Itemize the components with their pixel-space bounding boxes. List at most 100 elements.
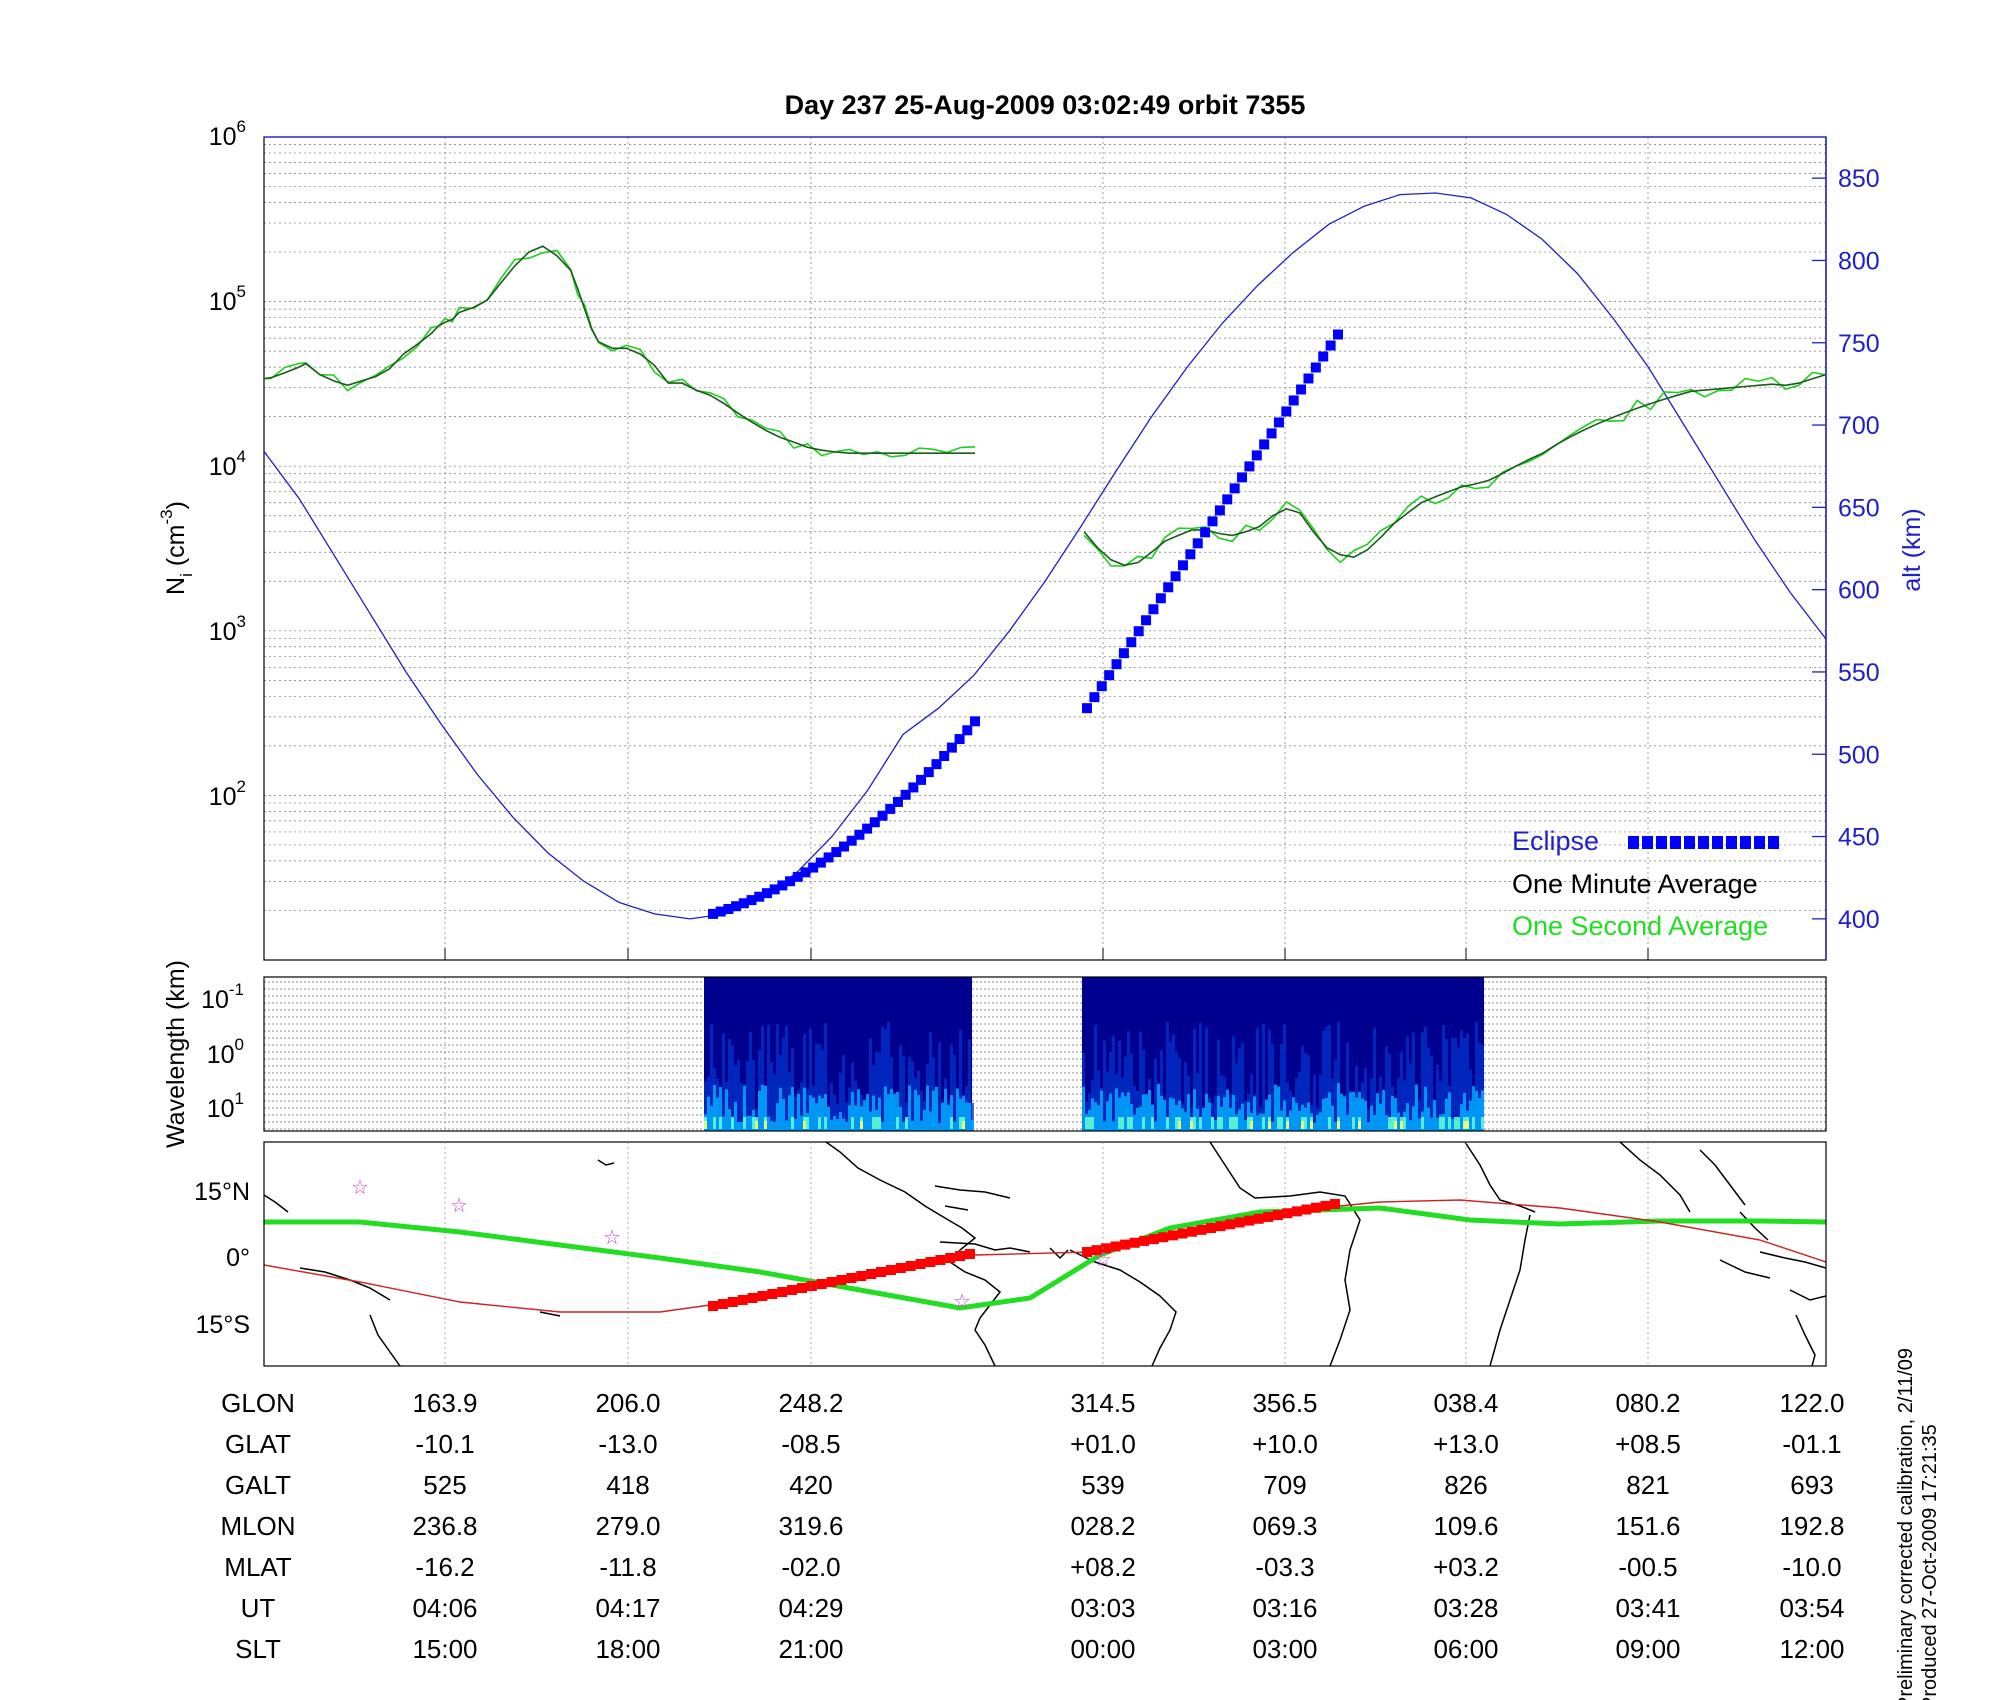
table-cell: -10.0 <box>1782 1552 1841 1582</box>
map-eclipse-marker <box>866 1269 877 1279</box>
spectrogram-column <box>1124 1096 1127 1131</box>
spectrogram-column <box>905 1102 908 1131</box>
second-average-line-2 <box>1083 371 1826 567</box>
map-eclipse-marker <box>925 1257 936 1267</box>
spectrogram-column <box>1352 1092 1355 1131</box>
map-frame <box>263 1141 1827 1367</box>
legend-minute-label: One Minute Average <box>1512 869 1758 899</box>
eclipse-marker <box>792 871 803 882</box>
spectrogram-column <box>1103 1121 1106 1131</box>
spectrogram-column <box>1154 1121 1157 1131</box>
spectrogram-column <box>707 1096 710 1131</box>
table-cell: 693 <box>1790 1470 1833 1500</box>
eclipse-marker <box>1251 450 1262 461</box>
spectrogram-column <box>902 1056 905 1131</box>
map-eclipse-marker <box>1091 1245 1102 1256</box>
top-panel-grid <box>264 137 1826 960</box>
map-star-markers: ☆ ☆ ☆ ☆ ☆ <box>351 1177 1112 1313</box>
spectrogram-column <box>749 1031 752 1131</box>
spectrogram-column <box>1451 1037 1454 1131</box>
table-cell: -08.5 <box>781 1429 840 1459</box>
map-eclipse-marker <box>1196 1224 1207 1235</box>
right-tick-label: 750 <box>1838 330 1880 358</box>
spectrogram-column <box>1313 1074 1316 1131</box>
spectrogram-column <box>1271 1121 1274 1131</box>
spectrogram-column <box>839 1112 842 1131</box>
map-eclipse-marker <box>737 1295 748 1305</box>
eclipse-marker <box>954 734 965 745</box>
spectrogram-column <box>1304 1052 1307 1131</box>
table-cell: 03:41 <box>1615 1593 1680 1623</box>
spectrogram-column <box>1442 1024 1445 1131</box>
spectrogram-column <box>1193 1089 1196 1131</box>
spectrogram-column <box>1214 1120 1217 1131</box>
eclipse-marker <box>869 817 880 828</box>
svg-text:105: 105 <box>209 282 246 316</box>
spectrogram-column <box>1142 1094 1145 1131</box>
spectrogram-column <box>1349 1092 1352 1131</box>
map-eclipse-marker <box>727 1297 738 1307</box>
spectrogram-column <box>929 1031 932 1131</box>
spectrogram-column <box>866 1094 869 1131</box>
spectrogram-column <box>1160 1049 1163 1131</box>
map-eclipse-marker <box>1310 1202 1321 1213</box>
spectrogram-column <box>920 1090 923 1131</box>
spectrogram-column <box>761 1084 764 1131</box>
table-cell: -02.0 <box>781 1552 840 1582</box>
left-ytick-1e2: 102 <box>209 777 246 811</box>
eclipse-marker <box>808 862 819 873</box>
spectrogram-column <box>734 1102 737 1131</box>
spectrogram-column <box>881 1026 884 1131</box>
spectrogram-column <box>1448 1092 1451 1131</box>
spectrogram-column <box>785 1120 788 1131</box>
spectrogram-column <box>746 1115 749 1131</box>
spectrogram-column <box>1457 1117 1460 1129</box>
spectrogram-column <box>1418 1099 1421 1131</box>
spectrogram-column <box>1091 1098 1094 1131</box>
legend-eclipse-marker <box>1642 836 1653 849</box>
map-yticks: 15°N 0° 15°S <box>194 1178 250 1339</box>
spectrogram-column <box>1127 1117 1130 1129</box>
spectrogram-column <box>1112 1035 1115 1131</box>
spectrogram-column <box>761 1026 764 1131</box>
map-grid <box>444 1142 1649 1366</box>
spectrogram-column <box>782 1099 785 1131</box>
eclipse-marker <box>815 857 826 868</box>
table-cell: 04:17 <box>595 1593 660 1623</box>
spectrogram-column <box>1241 1103 1244 1131</box>
spectrogram-column <box>743 1117 746 1129</box>
star-marker: ☆ <box>603 1227 621 1249</box>
map-eclipse-marker <box>1148 1234 1159 1245</box>
star-marker: ☆ <box>953 1291 971 1313</box>
star-marker: ☆ <box>1094 1249 1112 1271</box>
spectrogram-column <box>1208 1102 1211 1131</box>
spectrogram-column <box>1127 1092 1130 1131</box>
map-eclipse-marker <box>1215 1221 1226 1232</box>
spectrogram-column <box>827 1106 830 1131</box>
spectrogram-column <box>1445 1098 1448 1131</box>
right-tick-label: 700 <box>1838 412 1880 440</box>
table-cell: -11.8 <box>599 1552 656 1582</box>
spectrogram-column <box>1319 1075 1322 1131</box>
spectrogram-column <box>794 1118 797 1131</box>
spectrogram-column <box>968 1039 971 1131</box>
star-marker: ☆ <box>351 1177 369 1199</box>
spectrogram-column <box>779 1087 782 1131</box>
spectrogram-column <box>1403 1080 1406 1131</box>
spectrogram-column <box>887 1094 890 1131</box>
spectrogram-column <box>722 1116 725 1131</box>
spectrogram-column <box>815 1103 818 1131</box>
spectrogram-column <box>959 1098 962 1131</box>
eclipse-marker <box>1303 373 1314 384</box>
right-tick-label: 600 <box>1838 577 1880 605</box>
map-eclipse-marker <box>1234 1217 1245 1228</box>
map-eclipse-marker <box>895 1263 906 1273</box>
spectrogram-column <box>1409 1120 1412 1131</box>
spectrogram-column <box>1271 1044 1274 1131</box>
map-eclipse-marker <box>836 1275 847 1285</box>
spectrogram-column <box>1352 1117 1355 1129</box>
legend-eclipse-label: Eclipse <box>1512 826 1599 856</box>
spectrogram-column <box>1139 1031 1142 1131</box>
spectrogram-column <box>902 1121 905 1131</box>
eclipse-marker <box>1281 406 1292 417</box>
